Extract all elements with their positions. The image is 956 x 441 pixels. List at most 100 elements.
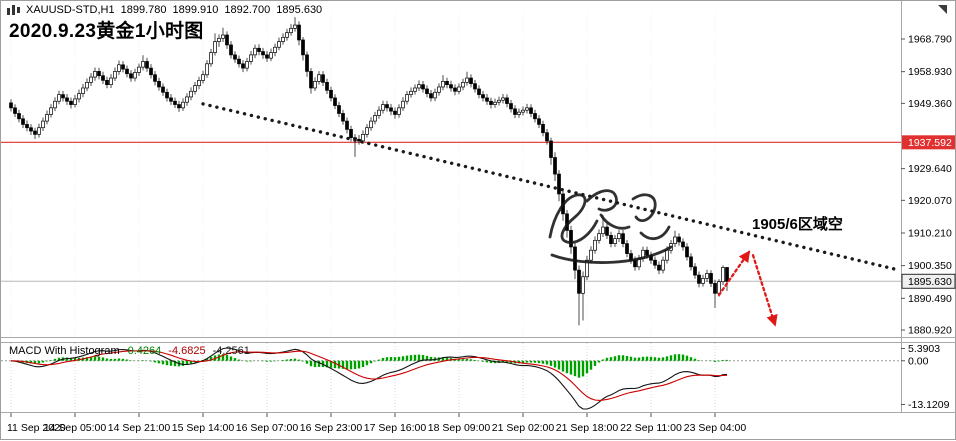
- time-axis-label: 21 Sep 02:00: [492, 422, 555, 434]
- candle: [57, 94, 61, 102]
- candle: [317, 74, 321, 82]
- candle: [277, 41, 281, 48]
- candle: [381, 104, 385, 111]
- macd-histogram: [13, 354, 729, 378]
- candle: [97, 71, 101, 77]
- candle: [725, 267, 729, 282]
- candle: [417, 84, 421, 89]
- candle: [61, 94, 65, 99]
- candle: [437, 86, 441, 93]
- candle: [305, 54, 309, 72]
- candle: [541, 124, 545, 134]
- candle: [505, 97, 509, 104]
- time-axis-label: 15 Sep 14:00: [172, 422, 235, 434]
- candle: [269, 52, 273, 59]
- candle: [429, 93, 433, 99]
- candle: [397, 107, 401, 115]
- candle: [521, 109, 525, 113]
- candle: [613, 238, 617, 244]
- candle: [345, 120, 349, 130]
- candle: [681, 241, 685, 248]
- candle: [29, 127, 33, 132]
- candle: [469, 77, 473, 85]
- candle: [9, 102, 13, 109]
- quote-open: 1899.780: [120, 4, 167, 16]
- candle: [37, 127, 41, 135]
- candle: [153, 74, 157, 82]
- candle: [529, 107, 533, 114]
- candle: [245, 61, 249, 69]
- candle: [605, 226, 609, 236]
- candle: [377, 109, 381, 116]
- current-price-tag: [901, 273, 956, 289]
- price-axis-label: 1880.920: [908, 324, 952, 336]
- candle: [501, 97, 505, 101]
- candle: [449, 84, 453, 89]
- candle: [493, 101, 497, 105]
- macd-value: 0.4264: [127, 345, 162, 357]
- watermark-signature: [548, 189, 673, 264]
- time-axis-label: 18 Sep 09:00: [428, 422, 491, 434]
- candle: [421, 84, 425, 90]
- candle: [321, 74, 325, 83]
- candle: [405, 94, 409, 102]
- candle: [41, 120, 45, 129]
- time-axis-label: 17 Sep 16:00: [364, 422, 427, 434]
- price-axis-label: 1949.360: [908, 98, 952, 110]
- candle: [141, 61, 145, 68]
- candle: [465, 77, 469, 83]
- candle: [393, 110, 397, 115]
- candle: [289, 28, 293, 34]
- macd-axis-label: 5.3903: [908, 343, 940, 355]
- candle: [313, 81, 317, 89]
- candle: [45, 114, 49, 122]
- candle: [341, 113, 345, 122]
- price-axis-label: 1968.790: [908, 34, 952, 46]
- candle: [337, 105, 341, 114]
- candle: [525, 107, 529, 111]
- candle: [161, 86, 165, 93]
- candle: [665, 249, 669, 261]
- macd-axis-label: -13.1209: [908, 399, 950, 411]
- symbol-period-label: XAUUSD-STD,H1: [26, 4, 115, 16]
- time-axis-label: 11 Sep 2020: [7, 422, 66, 434]
- candle: [221, 34, 225, 39]
- chart-icon: [7, 5, 20, 15]
- candle: [441, 81, 445, 88]
- candle: [445, 81, 449, 86]
- chart-title: 2020.9.23黄金1小时图: [9, 21, 204, 42]
- candle: [149, 67, 153, 76]
- candle: [549, 140, 553, 158]
- candle: [697, 274, 701, 284]
- candle: [21, 118, 25, 125]
- chart-shift-marker-icon[interactable]: [938, 5, 947, 14]
- candle: [229, 44, 233, 56]
- candle: [573, 246, 577, 271]
- candle: [125, 68, 129, 75]
- time-axis-label: 23 Sep 04:00: [684, 422, 747, 434]
- candle: [213, 41, 217, 53]
- candle: [73, 98, 77, 105]
- candle: [457, 86, 461, 92]
- candle: [689, 256, 693, 268]
- candle: [677, 236, 681, 243]
- candle: [241, 63, 245, 69]
- macd-value: -4.6825: [168, 345, 206, 357]
- candle: [497, 99, 501, 103]
- candle: [253, 47, 257, 56]
- candle: [225, 34, 229, 46]
- candle: [401, 100, 405, 109]
- candle: [217, 37, 221, 42]
- candle: [661, 259, 665, 271]
- candle: [297, 24, 301, 41]
- candle: [713, 283, 717, 294]
- candle: [533, 113, 537, 120]
- price-axis-label: 1929.640: [908, 163, 952, 175]
- candle: [545, 132, 549, 142]
- candle: [621, 233, 625, 244]
- candle: [105, 80, 109, 86]
- candle: [109, 77, 113, 86]
- candle: [261, 51, 265, 56]
- candle: [93, 71, 97, 78]
